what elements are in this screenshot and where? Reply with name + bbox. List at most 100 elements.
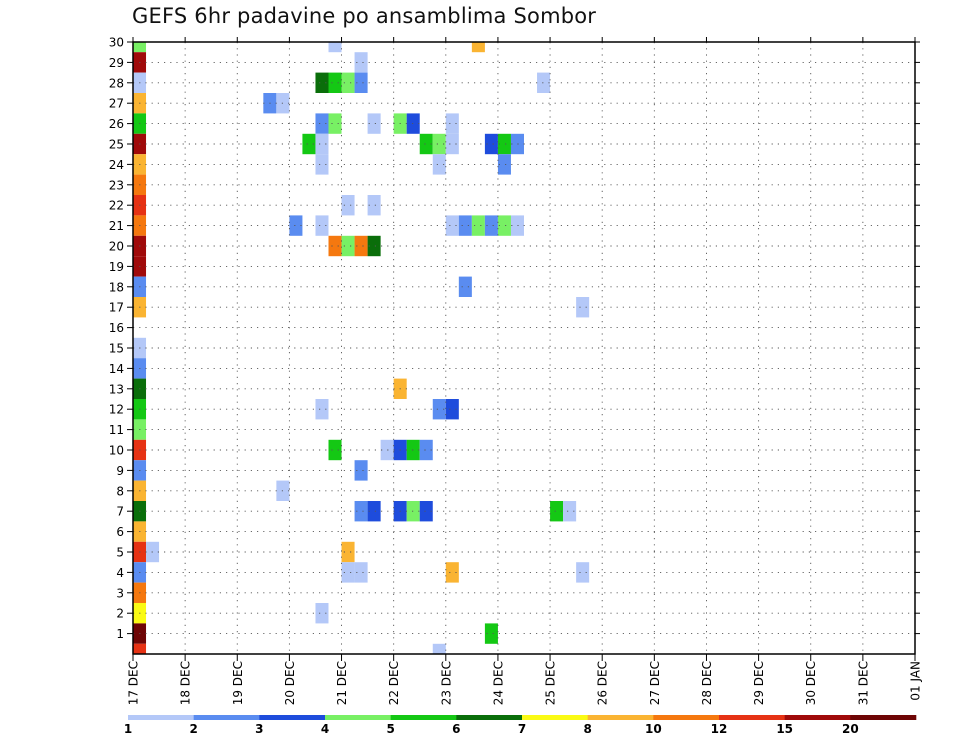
heatmap-cell <box>445 113 459 134</box>
y-tick-label: 4 <box>116 566 124 580</box>
heatmap-cell <box>458 276 472 297</box>
heatmap-cell <box>419 439 433 461</box>
heatmap-cell <box>315 113 329 134</box>
heatmap-cell <box>550 501 564 522</box>
colorbar-label: 7 <box>518 722 526 736</box>
y-tick-label: 15 <box>109 342 124 356</box>
heatmap-cell <box>497 154 511 175</box>
heatmap-cell <box>497 133 511 155</box>
x-tick-label: 23 DEC <box>439 661 453 705</box>
heatmap-cell <box>563 501 577 522</box>
x-tick-label: 28 DEC <box>700 661 714 705</box>
heatmap-cell <box>432 643 446 654</box>
x-tick-label: 22 DEC <box>387 661 401 705</box>
heatmap-cell <box>432 399 446 420</box>
heatmap-cell <box>576 562 590 583</box>
colorbar-label: 5 <box>386 722 394 736</box>
heatmap-cell <box>380 439 394 461</box>
colorbar-label: 6 <box>452 722 460 736</box>
y-tick-label: 20 <box>109 240 124 254</box>
colorbar-label: 20 <box>842 722 859 736</box>
x-tick-label: 26 DEC <box>596 661 610 705</box>
heatmap-cell <box>445 399 459 420</box>
heatmap-cell <box>315 603 329 624</box>
y-tick-label: 21 <box>109 219 124 233</box>
heatmap-cell <box>419 133 433 155</box>
colorbar-segment <box>193 715 260 720</box>
heatmap-cell <box>354 562 368 583</box>
heatmap-cell <box>432 154 446 175</box>
y-tick-label: 26 <box>109 117 124 131</box>
heatmap-cell <box>406 113 420 134</box>
y-tick-label: 10 <box>109 444 124 458</box>
heatmap-cell <box>133 42 147 53</box>
heatmap-cell <box>315 133 329 155</box>
heatmap-cell <box>458 215 472 236</box>
heatmap-cell <box>406 439 420 461</box>
heatmap-cell <box>133 643 147 654</box>
heatmap-cell <box>432 133 446 155</box>
heatmap-cell <box>537 72 551 93</box>
heatmap-cell <box>367 501 381 522</box>
y-tick-label: 16 <box>109 321 124 335</box>
heatmap-cell <box>341 562 355 583</box>
heatmap-cell <box>354 235 368 257</box>
heatmap-cell <box>302 133 316 155</box>
x-tick-label: 17 DEC <box>127 661 141 705</box>
heatmap-cell <box>328 113 342 134</box>
y-tick-label: 2 <box>116 607 124 621</box>
colorbar-labels: 1 2 3 4 5 6 7 8 10 12 15 20 <box>124 722 859 736</box>
heatmap-cell <box>445 133 459 155</box>
y-tick-label: 25 <box>109 138 124 152</box>
heatmap-cell <box>367 195 381 216</box>
colorbar-segment <box>522 715 588 720</box>
x-tick-label: 19 DEC <box>231 661 245 705</box>
y-tick-label: 30 <box>109 36 124 50</box>
colorbar-label: 8 <box>583 722 591 736</box>
heatmap-cell <box>471 215 485 236</box>
heatmap-cell <box>419 501 433 522</box>
axis-ticks <box>127 37 920 661</box>
heatmap-cell <box>328 439 342 461</box>
heatmap-cell <box>354 460 368 481</box>
heatmap-cell <box>445 215 459 236</box>
x-tick-label: 25 DEC <box>544 661 558 705</box>
x-tick-label: 27 DEC <box>648 661 662 705</box>
y-tick-label: 7 <box>116 505 124 519</box>
heatmap-cell <box>289 215 303 236</box>
y-tick-label: 17 <box>109 301 124 315</box>
heatmap-cell <box>315 399 329 420</box>
colorbar-label: 10 <box>645 722 662 736</box>
heatmap-cell <box>471 42 485 53</box>
y-tick-label: 29 <box>109 56 124 70</box>
y-tick-label: 9 <box>116 464 124 478</box>
heatmap-cell <box>328 42 342 53</box>
y-tick-label: 3 <box>116 586 124 600</box>
colorbar-label: 15 <box>776 722 793 736</box>
colorbar-label: 3 <box>255 722 263 736</box>
y-tick-label: 28 <box>109 76 124 90</box>
x-tick-label: 31 DEC <box>856 661 870 705</box>
heatmap-cell <box>341 72 355 93</box>
y-tick-label: 24 <box>109 158 124 172</box>
y-tick-label: 11 <box>109 423 124 437</box>
colorbar-segment <box>128 715 194 720</box>
colorbar-segment <box>587 715 654 720</box>
heatmap-cell <box>341 541 355 563</box>
heatmap-cell <box>484 623 498 644</box>
colorbar-label: 12 <box>711 722 728 736</box>
colorbar-label: 4 <box>321 722 329 736</box>
heatmap-cell <box>328 235 342 257</box>
heatmap-cell <box>341 195 355 216</box>
y-tick-label: 18 <box>109 280 124 294</box>
x-tick-label: 18 DEC <box>179 661 193 705</box>
heatmap-cell <box>354 501 368 522</box>
colorbar-segment <box>850 715 917 720</box>
heatmap-cell <box>354 52 368 73</box>
heatmap-cell <box>445 562 459 583</box>
colorbar-segment <box>784 715 851 720</box>
x-tick-label: 01 JAN <box>909 661 923 701</box>
x-tick-label: 24 DEC <box>491 661 505 705</box>
y-tick-label: 22 <box>109 199 124 213</box>
y-tick-label: 12 <box>109 403 124 417</box>
